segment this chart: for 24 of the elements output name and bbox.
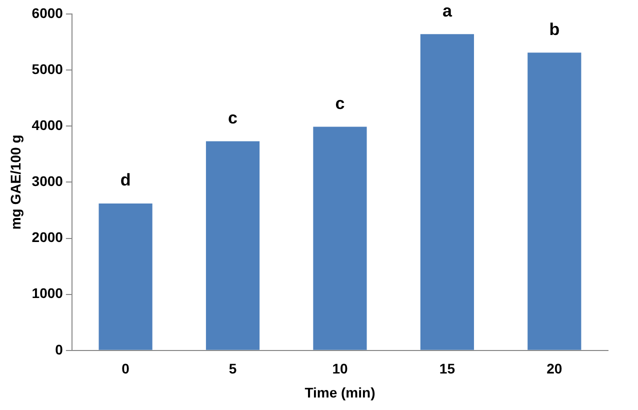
y-tick-label: 1000 — [32, 285, 64, 302]
y-tick-label: 3000 — [32, 173, 64, 190]
bar — [528, 52, 582, 350]
y-tick-label: 4000 — [32, 116, 64, 133]
y-axis-title: mg GAE/100 g — [7, 134, 24, 230]
y-tick-label: 0 — [55, 341, 64, 358]
bar — [98, 204, 152, 350]
x-tick-label: 10 — [332, 360, 348, 377]
bar — [313, 126, 367, 350]
x-axis-title: Time (min) — [304, 384, 376, 400]
y-tick-label: 5000 — [32, 60, 64, 77]
bar — [420, 34, 474, 350]
annotation: b — [549, 20, 560, 39]
annotation: c — [228, 108, 238, 128]
x-tick-label: 0 — [122, 360, 130, 377]
x-tick-label: 15 — [439, 360, 456, 377]
annotation: a — [442, 1, 452, 20]
y-tick-label: 6000 — [32, 4, 64, 21]
y-tick-label: 2000 — [32, 229, 64, 246]
annotation: c — [335, 94, 345, 113]
bar — [206, 141, 260, 350]
annotation: d — [120, 170, 131, 190]
x-tick-label: 20 — [546, 360, 562, 377]
x-tick-label: 5 — [228, 360, 237, 377]
